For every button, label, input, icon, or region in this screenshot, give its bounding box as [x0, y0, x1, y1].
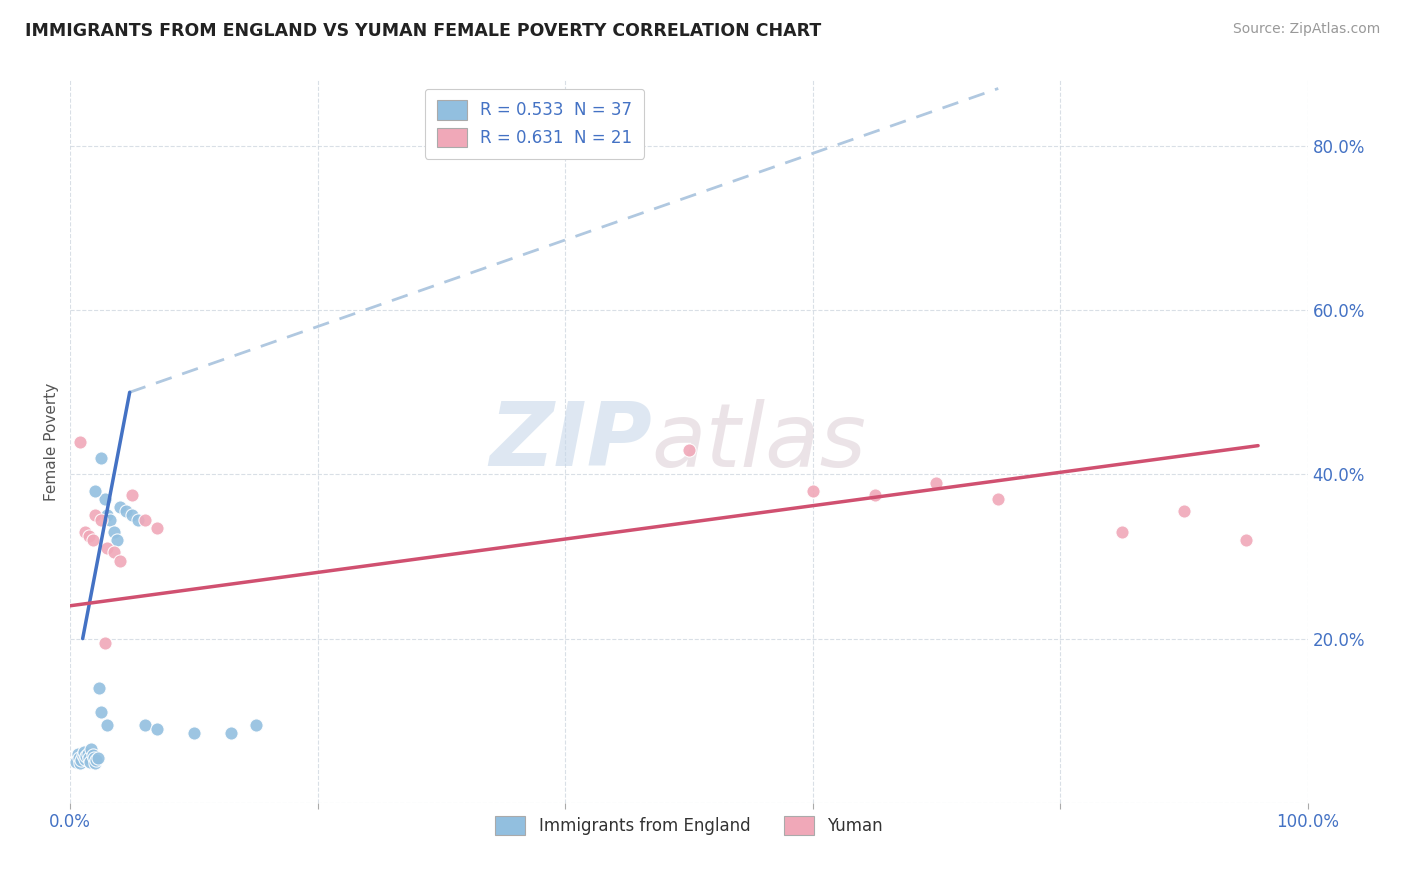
Point	[108, 500, 131, 515]
Point	[103, 545, 125, 559]
Point	[77, 529, 100, 543]
Point	[73, 745, 96, 759]
Point	[65, 755, 87, 769]
Point	[80, 742, 103, 756]
Point	[83, 750, 105, 764]
Point	[96, 718, 118, 732]
Point	[87, 681, 110, 695]
Point	[94, 491, 117, 506]
Point	[75, 524, 97, 539]
Point	[84, 508, 107, 523]
Point	[82, 533, 104, 547]
Point	[108, 553, 131, 567]
Point	[1173, 504, 1195, 518]
Point	[66, 747, 89, 761]
Point	[801, 483, 824, 498]
Point	[134, 512, 156, 526]
Point	[134, 718, 156, 732]
Text: atlas: atlas	[652, 399, 866, 484]
Point	[69, 434, 91, 449]
Point	[1234, 533, 1257, 547]
Point	[987, 491, 1010, 506]
Point	[121, 488, 143, 502]
Point	[84, 756, 107, 771]
Point	[84, 753, 107, 767]
Point	[84, 483, 107, 498]
Point	[183, 726, 205, 740]
Point	[69, 756, 91, 771]
Point	[90, 512, 112, 526]
Point	[96, 508, 118, 523]
Point	[96, 541, 118, 556]
Point	[127, 512, 149, 526]
Point	[146, 722, 169, 736]
Legend: Immigrants from England, Yuman: Immigrants from England, Yuman	[489, 809, 889, 841]
Point	[115, 504, 138, 518]
Point	[75, 752, 97, 766]
Point	[103, 524, 125, 539]
Point	[86, 750, 108, 764]
Point	[75, 749, 97, 764]
Point	[245, 718, 267, 732]
Point	[77, 750, 100, 764]
Point	[90, 450, 112, 465]
Point	[146, 521, 169, 535]
Text: ZIP: ZIP	[489, 398, 652, 485]
Y-axis label: Female Poverty: Female Poverty	[44, 383, 59, 500]
Point	[678, 442, 700, 457]
Point	[98, 512, 121, 526]
Point	[76, 747, 98, 761]
Point	[94, 636, 117, 650]
Text: Source: ZipAtlas.com: Source: ZipAtlas.com	[1233, 22, 1381, 37]
Text: IMMIGRANTS FROM ENGLAND VS YUMAN FEMALE POVERTY CORRELATION CHART: IMMIGRANTS FROM ENGLAND VS YUMAN FEMALE …	[25, 22, 821, 40]
Point	[82, 748, 104, 763]
Point	[1111, 524, 1133, 539]
Point	[105, 533, 128, 547]
Point	[90, 706, 112, 720]
Point	[70, 753, 93, 767]
Point	[121, 508, 143, 523]
Point	[67, 750, 90, 764]
Point	[863, 488, 886, 502]
Point	[79, 755, 101, 769]
Point	[925, 475, 948, 490]
Point	[72, 748, 94, 763]
Point	[219, 726, 242, 740]
